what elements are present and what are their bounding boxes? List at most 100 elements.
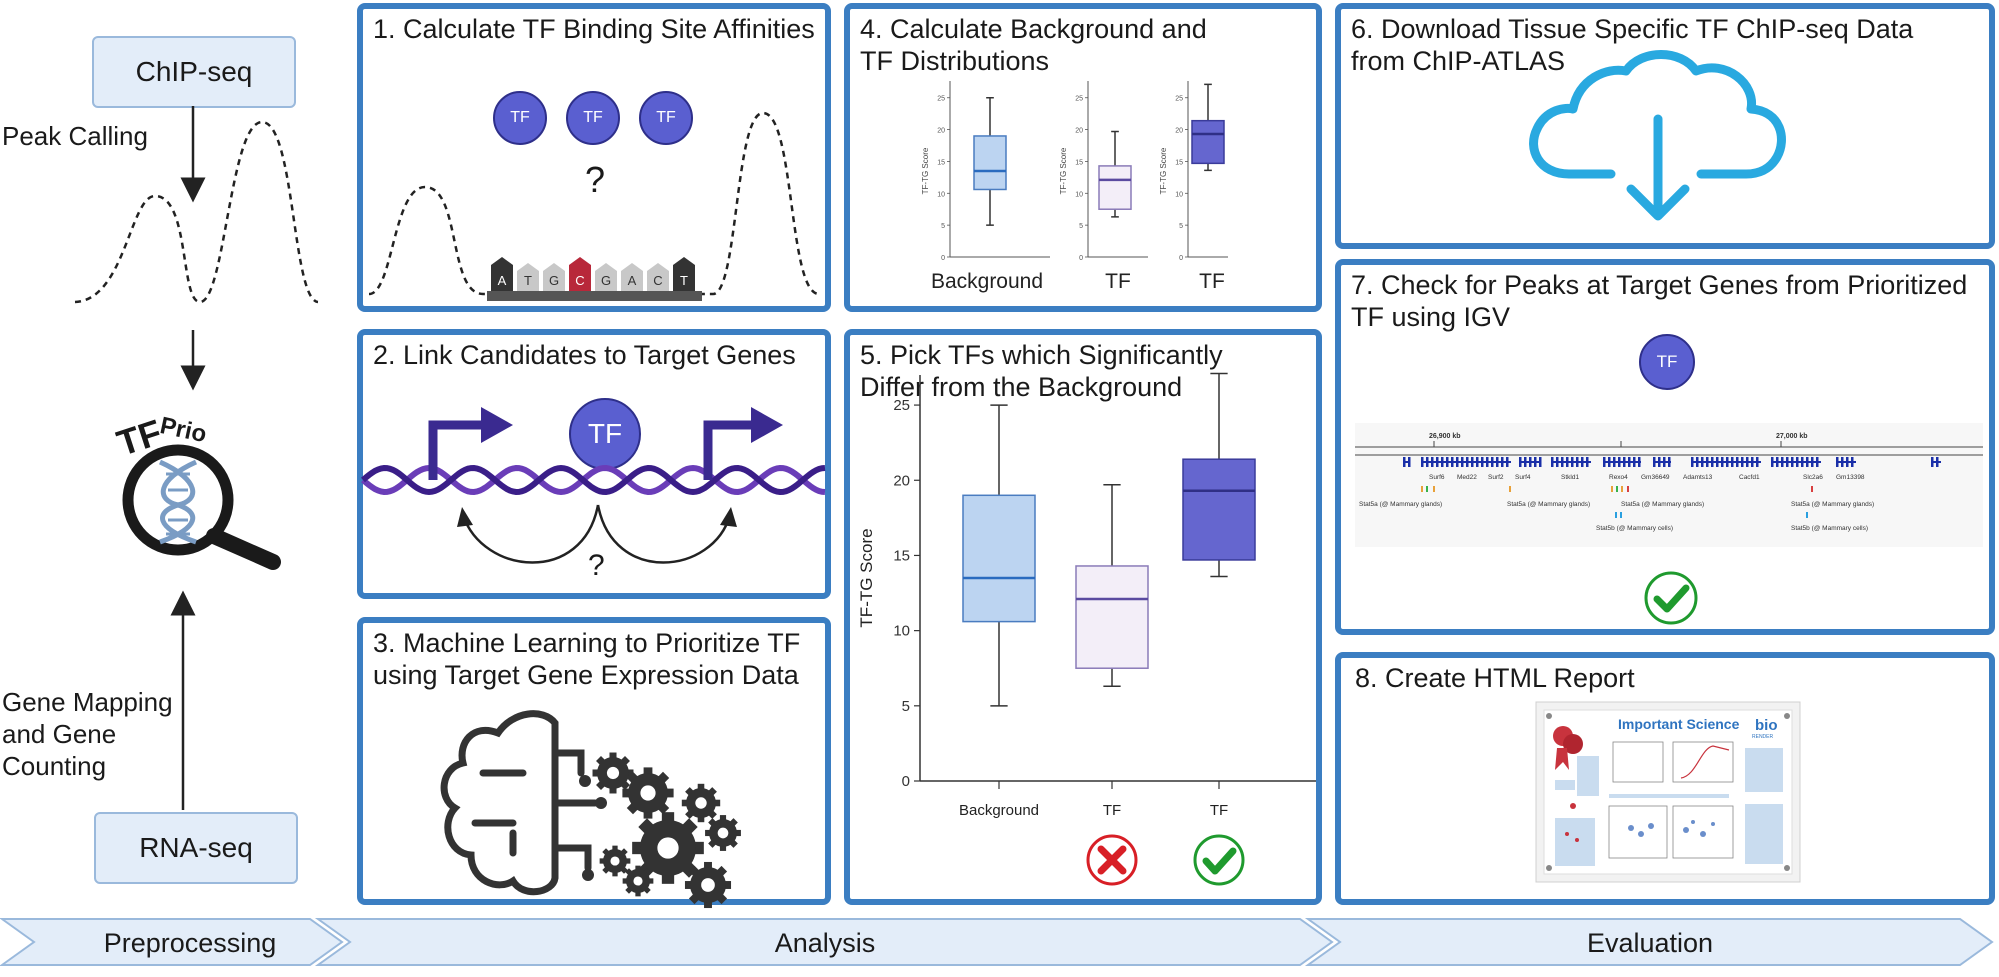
rnaseq-box: RNA-seq	[94, 812, 298, 884]
mini-y-tick-label-0-0: 0	[941, 255, 945, 262]
mini-y-tick-label-0-1: 5	[941, 223, 945, 230]
igv-track-label-2: Stat5a (@ Mammary glands)	[1621, 501, 1704, 508]
igv-peak-3	[1509, 486, 1511, 492]
igv-track-label-1: Stat5a (@ Mammary glands)	[1507, 501, 1590, 508]
mini-y-tick-label-0-4: 20	[937, 128, 945, 135]
base-6: C	[647, 263, 669, 291]
check-icon	[1193, 834, 1245, 886]
mini-y-tick-label-1-5: 25	[1075, 96, 1083, 103]
base-7: T	[673, 257, 695, 291]
base-letter-7: T	[680, 273, 688, 288]
mini-box-1	[1098, 130, 1132, 218]
tf-circle-1: TF	[493, 91, 547, 145]
y-axis-label: TF-TG Score	[857, 528, 876, 627]
panel-link-target-genes: 2. Link Candidates to Target Genes TF ?	[357, 329, 831, 599]
mini-y-tick-label-1-0: 0	[1079, 255, 1083, 262]
igv-peak-5	[1616, 486, 1618, 492]
check-icon	[1644, 571, 1698, 625]
mini-x-label-0: Background	[931, 270, 1043, 293]
base-3: C	[569, 257, 591, 291]
panel-html-report: 8. Create HTML Report Important Science …	[1335, 652, 1995, 905]
igv-peak-1	[1426, 486, 1428, 492]
igv-gene-label-7: Adamts13	[1683, 474, 1713, 481]
mini-y-tick-label-0-3: 15	[937, 159, 945, 166]
stage-arrow-preprocessing	[0, 918, 344, 966]
mini-iqr-1	[1098, 165, 1132, 210]
chipseq-box: ChIP-seq	[92, 36, 296, 108]
panel-4-title: 4. Calculate Background and TF Distribut…	[860, 13, 1207, 77]
igv-track-label-3: Stat5a (@ Mammary glands)	[1791, 501, 1874, 508]
igv-gene-label-3: Surf4	[1515, 474, 1531, 481]
mini-y-tick-label-2-1: 5	[1179, 223, 1183, 230]
main-box-2	[1182, 372, 1256, 578]
panel-3-title: 3. Machine Learning to Prioritize TF usi…	[373, 627, 800, 691]
left-flow-graphics: TF Prio	[74, 106, 319, 810]
report-poster-thumbnail: Important Science bio RENDER	[1535, 701, 1801, 883]
base-4: G	[595, 263, 617, 291]
igv-coord-left: 26,900 kb	[1429, 433, 1461, 440]
base-letter-3: C	[575, 273, 584, 288]
base-letter-6: C	[653, 273, 662, 288]
chipseq-peaks-curve	[74, 120, 319, 304]
igv-peak-6	[1621, 486, 1623, 492]
panel-7-title-line-2: TF using IGV	[1351, 302, 1511, 332]
brain-gears-icon	[440, 710, 741, 909]
mini-y-tick-label-0-2: 10	[937, 191, 945, 198]
tf-circle-large: TF	[569, 398, 641, 470]
base-1: T	[517, 263, 539, 291]
mini-y-label-1: TF-TG Score	[1059, 147, 1068, 194]
mini-y-tick-label-1-3: 15	[1075, 159, 1083, 166]
gear-icon	[684, 861, 732, 909]
stage-arrows	[0, 918, 1994, 966]
main-box-1	[1075, 484, 1149, 688]
panel-6-title-line-1: 6. Download Tissue Specific TF ChIP-seq …	[1351, 14, 1914, 44]
panel-machine-learning: 3. Machine Learning to Prioritize TF usi…	[357, 617, 831, 909]
panel-6-title: 6. Download Tissue Specific TF ChIP-seq …	[1351, 13, 1913, 77]
panel-7-title-line-1: 7. Check for Peaks at Target Genes from …	[1351, 270, 1968, 300]
panel-background-distributions: 4. Calculate Background and TF Distribut…	[844, 3, 1322, 312]
stage-arrow-analysis	[314, 918, 1334, 966]
igv-peak-4	[1611, 486, 1613, 492]
main-iqr-2	[1182, 458, 1256, 561]
base-5: A	[621, 263, 643, 291]
gene-mapping-line-1: Gene Mapping	[2, 687, 173, 717]
mini-boxplots: 0 5 10 15 20 25 TF-TG Score Background 0 5 10 15 20 2…	[921, 81, 1228, 293]
question-mark-2: ?	[588, 549, 605, 582]
panel-5-title-line-1: 5. Pick TFs which Significantly	[860, 340, 1223, 370]
peak-calling-label: Peak Calling	[2, 121, 148, 151]
dna-helix-graphic	[361, 407, 826, 564]
mini-box-0	[973, 96, 1007, 226]
base-letter-1: T	[524, 273, 532, 288]
stage-arrow-evaluation	[1304, 918, 1994, 966]
igv-gene-label-5: Rexo4	[1609, 474, 1628, 481]
rnaseq-label: RNA-seq	[139, 832, 253, 863]
y-tick-label-1: 5	[902, 698, 910, 715]
gear-icon	[632, 812, 704, 884]
panel-5-title: 5. Pick TFs which Significantly Differ f…	[860, 339, 1223, 403]
igv-gene-label-4: Stkld1	[1561, 474, 1579, 481]
main-box-0	[962, 404, 1036, 707]
y-tick-label-3: 15	[893, 547, 910, 564]
y-tick-label-0: 0	[902, 773, 910, 790]
gear-icon	[599, 845, 631, 877]
igv-background	[1355, 423, 1983, 547]
igv-gene-label-8: Cacfd1	[1739, 474, 1760, 481]
igv-peak-b-2	[1806, 512, 1808, 518]
mini-y-tick-label-2-4: 20	[1175, 128, 1183, 135]
tfprio-magnifier-icon	[122, 444, 281, 570]
stage-label-preprocessing: Preprocessing	[103, 927, 277, 958]
mini-y-tick-label-1-4: 20	[1075, 128, 1083, 135]
gene-mapping-line-2: and Gene	[2, 719, 117, 749]
stage-label-analysis: Analysis	[774, 927, 876, 958]
base-0: A	[491, 257, 513, 291]
y-tick-label-4: 20	[893, 472, 910, 489]
panel-3-title-line-2: using Target Gene Expression Data	[373, 660, 799, 690]
tf-circle-3: TF	[639, 91, 693, 145]
igv-peak-8	[1811, 486, 1813, 492]
gear-icon	[622, 767, 674, 819]
igv-track-label-0: Stat5a (@ Mammary glands)	[1359, 501, 1442, 508]
igv-track-label-5: Stat5b (@ Mammary cells)	[1791, 525, 1868, 532]
igv-gene-label-9: Slc2a6	[1803, 474, 1823, 481]
igv-gene-label-0: Surf6	[1429, 474, 1445, 481]
mini-y-tick-label-1-2: 10	[1075, 191, 1083, 198]
